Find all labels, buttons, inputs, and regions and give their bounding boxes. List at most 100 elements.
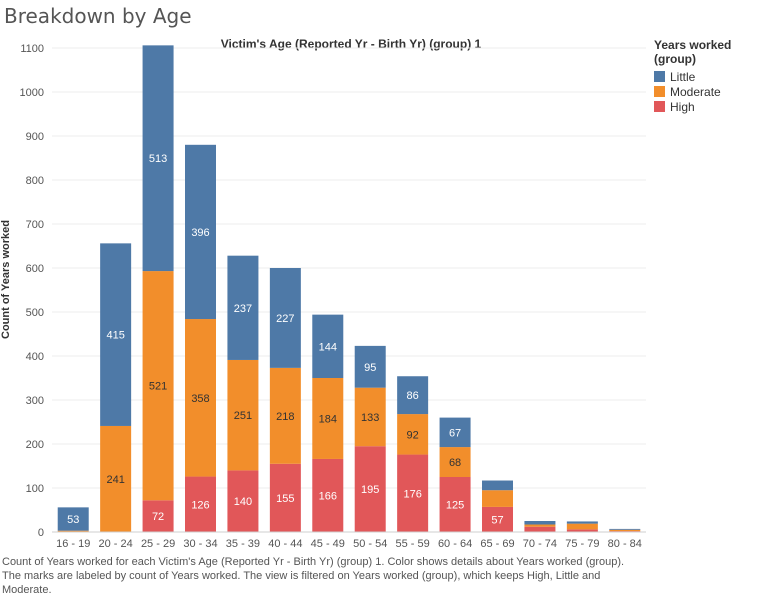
bar-high-25-29: [142, 500, 174, 532]
y-tick-label-700: 700: [26, 219, 44, 231]
bar-little-55-59: [397, 376, 429, 415]
bar-little-35-39: [227, 255, 259, 360]
bar-moderate-25-29: [142, 271, 174, 501]
legend: Years worked (group) Little Moderate Hig…: [654, 38, 764, 114]
bar-high-60-64: [439, 477, 471, 532]
y-tick-label-200: 200: [26, 439, 44, 451]
y-tick-label-400: 400: [26, 351, 44, 363]
data-label-high-65-69: 57: [491, 514, 503, 526]
x-tick-label-25-29: 25 - 29: [141, 538, 175, 550]
bar-moderate-60-64: [439, 447, 471, 477]
data-label-little-20-24: 415: [106, 330, 124, 342]
bar-moderate-30-34: [185, 319, 216, 477]
bar-moderate-40-44: [269, 367, 301, 464]
data-label-moderate-20-24: 241: [106, 474, 124, 486]
legend-label-high: High: [670, 99, 695, 114]
bar-high-40-44: [269, 463, 301, 532]
bar-little-25-29: [142, 45, 174, 272]
bar-little-80-84: [609, 528, 641, 530]
bar-little-50-54: [354, 345, 386, 388]
bar-moderate-20-24: [100, 425, 132, 532]
bar-moderate-65-69: [482, 490, 513, 507]
data-label-moderate-25-29: 521: [149, 381, 167, 393]
data-label-little-55-59: 86: [407, 390, 419, 402]
data-label-moderate-40-44: 218: [276, 411, 294, 423]
legend-item-high[interactable]: High: [654, 99, 764, 114]
bar-little-16-19: [57, 507, 89, 531]
y-tick-label-600: 600: [26, 263, 44, 275]
x-tick-label-65-69: 65 - 69: [480, 538, 514, 550]
x-tick-label-45-49: 45 - 49: [311, 538, 345, 550]
bar-little-45-49: [312, 314, 344, 378]
data-label-moderate-55-59: 92: [407, 429, 419, 441]
y-tick-label-800: 800: [26, 175, 44, 187]
data-label-little-45-49: 144: [319, 341, 337, 353]
x-tick-label-50-54: 50 - 54: [353, 538, 387, 550]
legend-item-little[interactable]: Little: [654, 69, 764, 84]
x-tick-label-75-79: 75 - 79: [565, 538, 599, 550]
bar-moderate-80-84: [609, 529, 641, 532]
bar-little-75-79: [566, 521, 598, 524]
x-tick-label-30-34: 30 - 34: [183, 538, 217, 550]
legend-label-moderate: Moderate: [670, 84, 721, 99]
x-tick-label-40-44: 40 - 44: [268, 538, 302, 550]
x-tick-label-16-19: 16 - 19: [56, 538, 90, 550]
bar-chart: 0 100 200 300 400 500 600 700 800 900 1000 1100 53 16…: [20, 43, 646, 550]
data-label-moderate-50-54: 133: [361, 412, 379, 424]
chart-caption: Count of Years worked for each Victim's …: [2, 556, 625, 596]
legend-label-little: Little: [670, 69, 696, 84]
legend-swatch-high: [654, 101, 665, 112]
bar-little-20-24: [100, 243, 132, 426]
page-title: Breakdown by Age: [4, 4, 192, 28]
data-label-high-45-49: 166: [319, 490, 337, 502]
bar-high-55-59: [397, 454, 429, 532]
data-label-little-40-44: 227: [276, 313, 294, 325]
data-label-little-35-39: 237: [234, 303, 252, 315]
bar-moderate-50-54: [354, 387, 386, 447]
data-label-high-55-59: 176: [403, 488, 421, 500]
bar-high-50-54: [354, 446, 386, 532]
bar-moderate-16-19: [57, 530, 89, 532]
bar-moderate-45-49: [312, 378, 344, 459]
x-tick-label-70-74: 70 - 74: [523, 538, 557, 550]
bar-high-65-69: [482, 506, 513, 532]
bar-high-70-74: [524, 526, 556, 532]
y-tick-label-500: 500: [26, 307, 44, 319]
bar-little-65-69: [482, 480, 513, 491]
legend-item-moderate[interactable]: Moderate: [654, 84, 764, 99]
data-label-moderate-60-64: 68: [449, 457, 461, 469]
bar-little-60-64: [439, 417, 471, 448]
bar-little-70-74: [524, 521, 556, 525]
legend-swatch-moderate: [654, 86, 665, 97]
bar-little-40-44: [269, 268, 301, 368]
bar-moderate-35-39: [227, 359, 259, 471]
y-tick-label-300: 300: [26, 395, 44, 407]
data-label-moderate-45-49: 184: [319, 413, 337, 425]
data-label-high-25-29: 72: [152, 511, 164, 523]
data-label-little-30-34: 396: [191, 227, 209, 239]
data-label-moderate-35-39: 251: [234, 410, 252, 422]
y-tick-label-900: 900: [26, 131, 44, 143]
x-tick-label-35-39: 35 - 39: [226, 538, 260, 550]
data-label-little-60-64: 67: [449, 427, 461, 439]
y-tick-label-100: 100: [26, 483, 44, 495]
data-label-high-35-39: 140: [234, 496, 252, 508]
bar-moderate-55-59: [397, 414, 429, 455]
bar-high-75-79: [566, 529, 598, 532]
bar-moderate-70-74: [524, 524, 556, 527]
x-tick-label-20-24: 20 - 24: [99, 538, 133, 550]
x-tick-label-55-59: 55 - 59: [396, 538, 430, 550]
bar-little-30-34: [185, 144, 216, 320]
y-tick-label-1100: 1100: [20, 43, 44, 55]
bar-high-45-49: [312, 458, 344, 532]
x-tick-label-60-64: 60 - 64: [438, 538, 472, 550]
bar-high-35-39: [227, 470, 259, 532]
data-label-moderate-30-34: 358: [191, 393, 209, 405]
data-label-high-30-34: 126: [191, 499, 209, 511]
data-label-high-50-54: 195: [361, 484, 379, 496]
legend-title: Years worked (group): [654, 38, 732, 66]
y-tick-label-0: 0: [38, 527, 44, 539]
bar-high-30-34: [185, 476, 216, 532]
data-label-high-40-44: 155: [276, 493, 294, 505]
data-label-little-50-54: 95: [364, 362, 376, 374]
